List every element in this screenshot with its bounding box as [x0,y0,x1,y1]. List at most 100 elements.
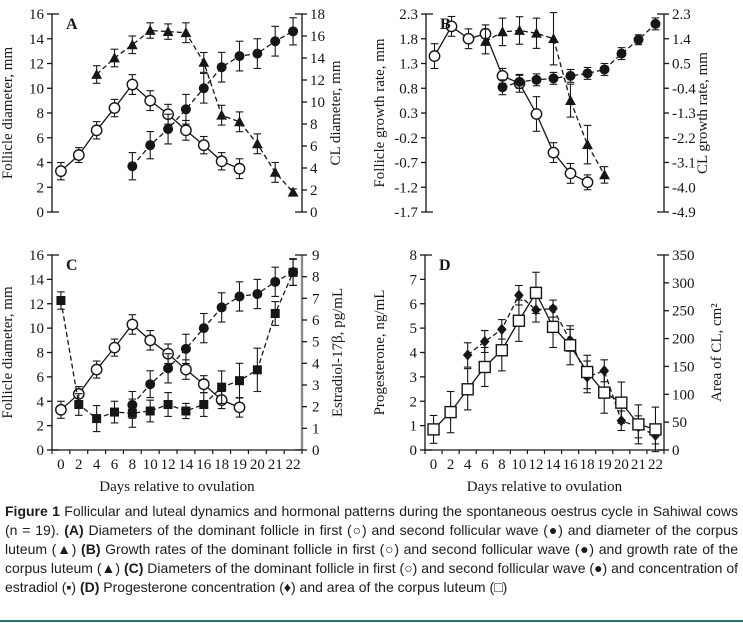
svg-text:12: 12 [528,457,543,473]
svg-text:0: 0 [37,205,45,221]
svg-text:4: 4 [37,394,45,410]
svg-text:3: 3 [312,378,320,394]
svg-text:150: 150 [672,359,695,375]
svg-text:8: 8 [312,270,320,286]
svg-text:Progesterone, ng/mL: Progesterone, ng/mL [372,290,388,416]
svg-text:2: 2 [75,457,83,473]
svg-text:4: 4 [93,457,101,473]
svg-text:2: 2 [447,457,455,473]
svg-text:4: 4 [310,161,318,177]
svg-text:0.8: 0.8 [399,81,418,97]
svg-text:0.5: 0.5 [672,57,691,73]
svg-text:8: 8 [37,106,45,122]
svg-text:20: 20 [250,457,265,473]
caption-segment: Diameters of the dominant follicle in fi… [5,522,738,557]
svg-text:16: 16 [563,457,579,473]
svg-text:50: 50 [672,415,687,431]
svg-text:22: 22 [648,457,663,473]
svg-text:-2.2: -2.2 [672,131,696,147]
caption-segment: (A) [64,522,84,538]
svg-text:-4.0: -4.0 [672,180,696,196]
svg-text:22: 22 [286,457,301,473]
svg-text:18: 18 [580,457,595,473]
svg-text:Days relative to ovulation: Days relative to ovulation [467,479,623,495]
svg-text:14: 14 [310,51,326,67]
svg-text:8: 8 [310,117,318,133]
svg-text:7: 7 [312,291,320,307]
svg-text:2: 2 [410,394,418,410]
svg-text:9: 9 [312,248,320,264]
panel-b-growth-rate-chart: -1.7 -1.2 -0.7 -0.2 0.3 0.8 1.3 1.8 2.3 -4.9 -4.0 -… [372,7,711,221]
svg-text:6: 6 [111,457,119,473]
svg-text:-4.9: -4.9 [672,205,696,221]
svg-text:-0.4: -0.4 [672,81,696,97]
svg-text:8: 8 [37,346,45,362]
svg-text:200: 200 [672,332,695,348]
svg-text:CL growth rate, mm: CL growth rate, mm [695,52,711,174]
svg-text:1: 1 [410,419,418,435]
svg-text:-0.7: -0.7 [394,156,418,172]
svg-text:1.4: 1.4 [672,32,691,48]
svg-text:10: 10 [29,321,44,337]
svg-text:A: A [66,16,78,33]
svg-text:CL diameter, mm: CL diameter, mm [328,60,344,165]
svg-text:16: 16 [29,7,45,23]
svg-text:4: 4 [37,156,45,172]
svg-text:2.3: 2.3 [672,7,691,23]
svg-text:10: 10 [310,95,325,111]
caption-segment: Follicular and luteal dynamics and hormo… [5,503,738,538]
svg-text:-3.1: -3.1 [672,156,696,172]
bottom-divider [0,620,743,622]
svg-text:0: 0 [312,443,320,459]
svg-text:12: 12 [29,57,44,73]
svg-text:14: 14 [29,32,45,48]
svg-text:6: 6 [37,370,45,386]
svg-text:2: 2 [37,180,45,196]
caption-segment: Figure 1 [5,503,60,519]
svg-text:18: 18 [214,457,229,473]
svg-text:14: 14 [178,457,194,473]
svg-text:12: 12 [29,297,44,313]
svg-text:5: 5 [410,321,418,337]
svg-text:10: 10 [29,81,44,97]
caption-segment: Diameters of the dominant follicle in fi… [5,560,739,595]
svg-text:14: 14 [546,457,562,473]
svg-text:4: 4 [312,356,320,372]
svg-text:20: 20 [614,457,629,473]
svg-text:6: 6 [410,297,418,313]
svg-text:0: 0 [672,443,680,459]
svg-text:2: 2 [37,419,45,435]
svg-text:3: 3 [410,370,418,386]
svg-text:18: 18 [310,7,325,23]
svg-text:Follicle diameter, mm: Follicle diameter, mm [0,286,16,419]
caption-segment: Growth rates of the dominant follicle in… [5,541,738,576]
svg-text:C: C [66,257,78,274]
svg-text:10: 10 [143,457,158,473]
svg-text:250: 250 [672,304,695,320]
caption-segment: Progesterone concentration (♦) and area … [99,579,508,595]
svg-text:2: 2 [310,183,318,199]
caption-segment: (D) [79,579,100,595]
svg-text:Follicle diameter, mm: Follicle diameter, mm [0,47,16,180]
svg-text:19: 19 [232,457,247,473]
svg-text:0: 0 [310,205,318,221]
svg-text:6: 6 [37,131,45,147]
svg-text:6: 6 [481,457,489,473]
svg-text:B: B [440,16,451,33]
svg-text:16: 16 [310,29,326,45]
svg-text:-1.2: -1.2 [394,180,418,196]
svg-text:0: 0 [57,457,65,473]
svg-text:6: 6 [310,139,318,155]
svg-text:Area of CL, cm²: Area of CL, cm² [709,303,725,402]
svg-text:16: 16 [196,457,212,473]
svg-text:21: 21 [631,457,646,473]
panel-d-progesterone-cl-area-chart: 012345678050100150200250300350Progestero… [372,248,725,495]
svg-text:12: 12 [161,457,176,473]
svg-text:0: 0 [430,457,438,473]
svg-text:1.3: 1.3 [399,57,418,73]
svg-text:0.3: 0.3 [399,106,418,122]
svg-text:16: 16 [29,248,45,264]
svg-text:Follicle growth rate, mm: Follicle growth rate, mm [372,38,388,187]
svg-text:0: 0 [37,443,45,459]
